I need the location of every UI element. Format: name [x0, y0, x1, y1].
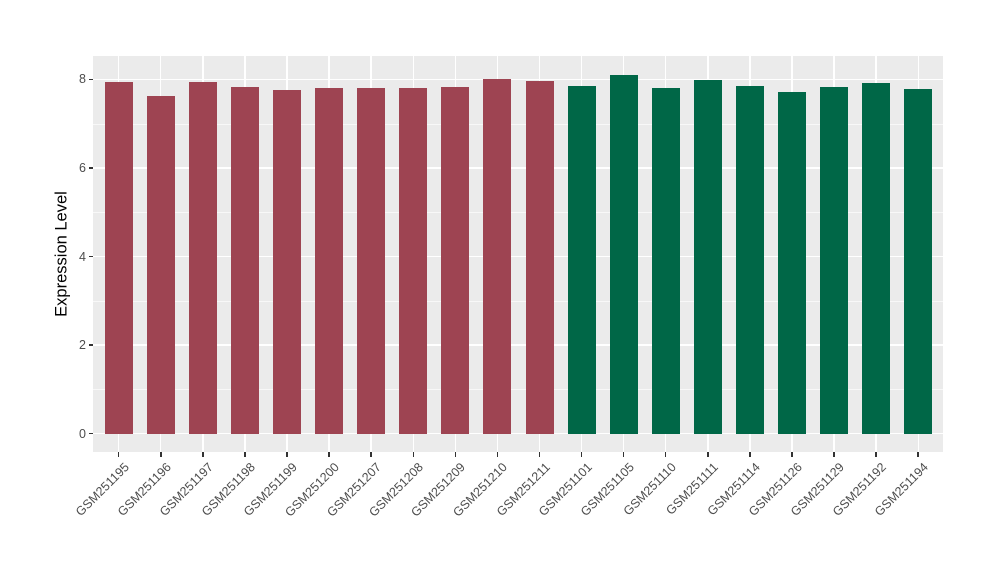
bar-GSM251207	[357, 88, 386, 434]
y-tick-label: 6	[79, 160, 86, 175]
bar-GSM251126	[777, 92, 806, 434]
bar-GSM251105	[609, 74, 638, 434]
gridline-major	[93, 167, 943, 169]
bar-GSM251195	[104, 81, 133, 434]
x-tick-mark	[791, 452, 793, 457]
x-tick-mark	[622, 452, 625, 457]
gridline-minor	[93, 212, 943, 213]
x-tick-mark	[580, 452, 583, 457]
bar-GSM251111	[693, 80, 722, 434]
x-tick-mark	[833, 452, 835, 457]
x-tick-mark	[496, 452, 499, 457]
bar-GSM251209	[441, 87, 470, 434]
y-tick-mark	[88, 78, 93, 81]
gridline-major	[93, 344, 943, 346]
bar-GSM251199	[273, 89, 302, 434]
bar-GSM251129	[820, 86, 849, 434]
x-tick-mark	[286, 452, 288, 457]
x-tick-mark	[160, 452, 162, 457]
x-tick-mark	[370, 452, 372, 457]
bar-GSM251208	[399, 88, 428, 434]
plot-panel	[93, 56, 943, 452]
bar-GSM251110	[651, 87, 680, 434]
gridline-minor	[93, 123, 943, 125]
x-tick-mark	[875, 452, 877, 457]
bar-GSM251197	[188, 81, 217, 434]
bar-GSM251198	[230, 86, 259, 434]
y-tick-label: 8	[79, 72, 86, 87]
x-tick-mark	[664, 452, 667, 457]
x-tick-mark	[707, 452, 709, 457]
bar-GSM251114	[735, 86, 764, 434]
gridline-minor	[93, 389, 943, 391]
bar-GSM251200	[315, 88, 344, 434]
x-tick-mark	[749, 452, 751, 457]
bar-GSM251210	[483, 78, 512, 434]
x-tick-mark	[454, 452, 457, 457]
bar-GSM251194	[904, 89, 933, 434]
gridline-major	[93, 433, 943, 435]
x-tick-mark	[917, 452, 919, 457]
bar-GSM251211	[525, 81, 554, 434]
y-tick-label: 4	[79, 249, 86, 264]
y-tick-mark	[88, 167, 93, 169]
gridline-major	[93, 78, 943, 80]
y-tick-mark	[88, 432, 93, 435]
y-tick-mark	[88, 344, 93, 346]
x-tick-mark	[538, 452, 541, 457]
x-tick-mark	[412, 452, 414, 457]
y-tick-label: 2	[79, 338, 86, 353]
x-tick-mark	[117, 452, 120, 457]
bar-GSM251196	[146, 96, 175, 434]
x-tick-mark	[202, 452, 204, 457]
x-tick-mark	[328, 452, 330, 457]
y-tick-label: 0	[79, 426, 86, 441]
gridline-major	[93, 255, 943, 258]
gridline-minor	[93, 300, 943, 302]
bar-GSM251192	[862, 83, 891, 434]
bar-GSM251101	[567, 85, 596, 434]
y-tick-mark	[88, 255, 93, 258]
x-tick-mark	[244, 452, 246, 457]
